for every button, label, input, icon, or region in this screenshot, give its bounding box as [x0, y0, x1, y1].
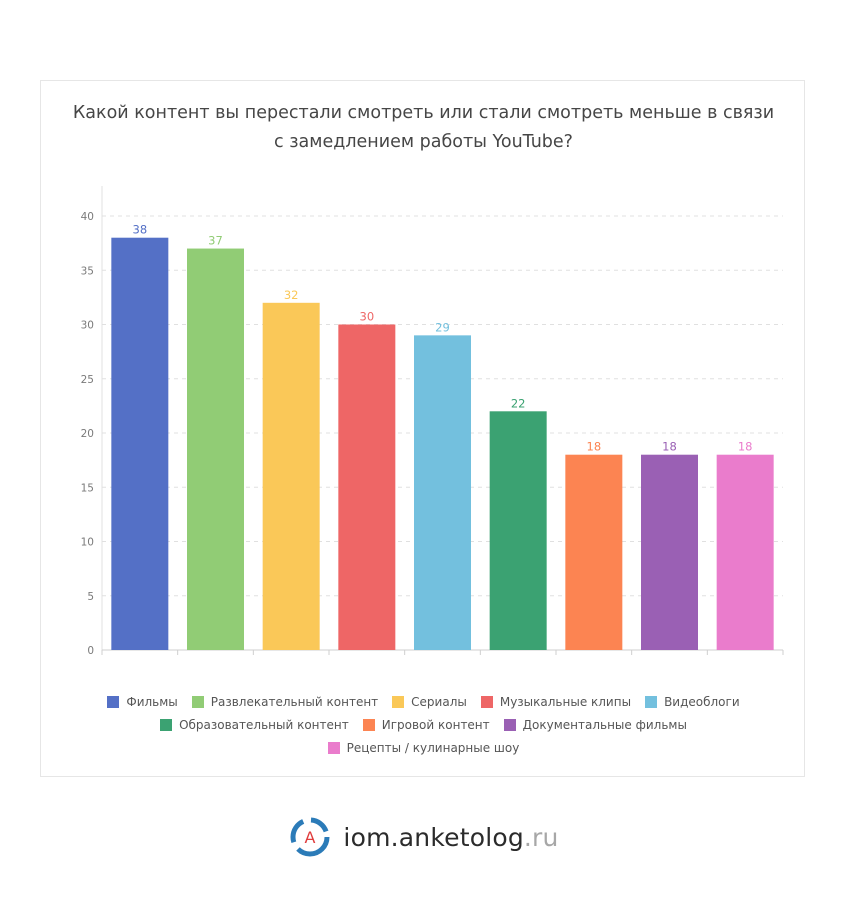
legend-item[interactable]: Документальные фильмы — [503, 717, 687, 732]
legend-item[interactable]: Сериалы — [392, 695, 467, 709]
bar — [641, 454, 698, 650]
legend-swatch — [645, 695, 658, 708]
legend-item[interactable]: Фильмы — [107, 694, 178, 709]
bar — [187, 248, 244, 651]
legend-row: Образовательный контент Игровой контент До… — [41, 713, 806, 736]
legend-item[interactable]: Рецепты / кулинарные шоу — [327, 740, 520, 755]
legend: Фильмы Развлекательный контент Сериалы Музы… — [41, 690, 806, 759]
bar-value-label: 18 — [738, 440, 753, 454]
legend-item[interactable]: Видеоблоги — [645, 695, 740, 709]
legend-label: Образовательный контент — [179, 717, 349, 732]
logo-letter: А — [305, 828, 316, 847]
bar-value-label: 30 — [360, 310, 375, 324]
chart-title-line-1: Какой контент вы перестали смотреть или … — [72, 103, 775, 123]
data-labels: 38 37 32 30 29 22 18 18 18 — [133, 223, 753, 454]
bars — [111, 237, 774, 651]
brand-tld: .ru — [523, 822, 559, 852]
legend-row: Фильмы Развлекательный контент Сериалы Музы… — [41, 690, 806, 713]
legend-swatch — [107, 695, 120, 708]
legend-label: Фильмы — [126, 694, 178, 709]
chart-title-line-2: с замедлением работы YouTube? — [274, 132, 573, 152]
brand-name[interactable]: iom.anketolog.ru — [343, 823, 558, 852]
legend-label: Развлекательный контент — [210, 694, 379, 709]
legend-item[interactable]: Игровой контент — [362, 717, 490, 732]
y-tick-label: 15 — [81, 482, 94, 494]
chart-title: Какой контент вы перестали смотреть или … — [41, 99, 806, 157]
bar-value-label: 18 — [662, 440, 677, 454]
legend-swatch — [160, 718, 173, 731]
legend-swatch — [327, 741, 340, 754]
legend-row: Рецепты / кулинарные шоу — [41, 736, 806, 759]
legend-label: Игровой контент — [381, 717, 490, 732]
bar — [338, 324, 396, 650]
legend-swatch — [503, 718, 516, 731]
legend-item[interactable]: Музыкальные клипы — [480, 694, 632, 709]
legend-swatch — [480, 695, 493, 708]
bar-value-label: 37 — [208, 234, 223, 248]
bar-value-label: 18 — [587, 440, 602, 454]
x-axis — [101, 649, 784, 655]
legend-label: Сериалы — [411, 694, 467, 709]
bar — [111, 237, 169, 650]
legend-label: Рецепты / кулинарные шоу — [346, 740, 520, 755]
bar-value-label: 38 — [133, 223, 148, 237]
legend-item[interactable]: Развлекательный контент — [191, 694, 379, 709]
bar — [414, 335, 471, 650]
y-tick-label: 5 — [87, 591, 94, 603]
brand-main: iom.anketolog — [343, 822, 524, 852]
bar-value-label: 22 — [511, 396, 526, 410]
y-tick-label: 20 — [81, 428, 94, 440]
legend-item[interactable]: Образовательный контент — [160, 718, 349, 732]
bar-value-label: 32 — [284, 288, 299, 302]
y-tick-label: 35 — [81, 265, 94, 277]
legend-label: Музыкальные клипы — [499, 694, 632, 709]
bar-chart: 0 5 10 15 20 25 30 35 40 38 37 32 30 29 22 18 18 18 — [81, 186, 784, 657]
bar — [565, 454, 623, 650]
legend-swatch — [392, 695, 405, 708]
y-tick-label: 30 — [81, 320, 94, 332]
y-tick-label: 10 — [81, 537, 94, 549]
y-axis: 0 5 10 15 20 25 30 35 40 — [81, 186, 103, 657]
legend-label: Видеоблоги — [664, 694, 740, 709]
anketolog-logo-icon: А — [290, 817, 330, 857]
legend-swatch — [191, 695, 204, 708]
legend-label: Документальные фильмы — [522, 717, 687, 732]
footer-brand: А iom.anketolog.ru — [0, 812, 846, 862]
y-tick-label: 0 — [87, 645, 94, 657]
bar — [716, 454, 774, 650]
bar — [489, 411, 547, 650]
y-tick-label: 40 — [81, 211, 94, 223]
bar-value-label: 29 — [435, 320, 450, 334]
legend-swatch — [362, 718, 375, 731]
y-tick-label: 25 — [81, 374, 94, 386]
chart-card: Какой контент вы перестали смотреть или … — [40, 80, 805, 777]
bar — [262, 302, 320, 650]
